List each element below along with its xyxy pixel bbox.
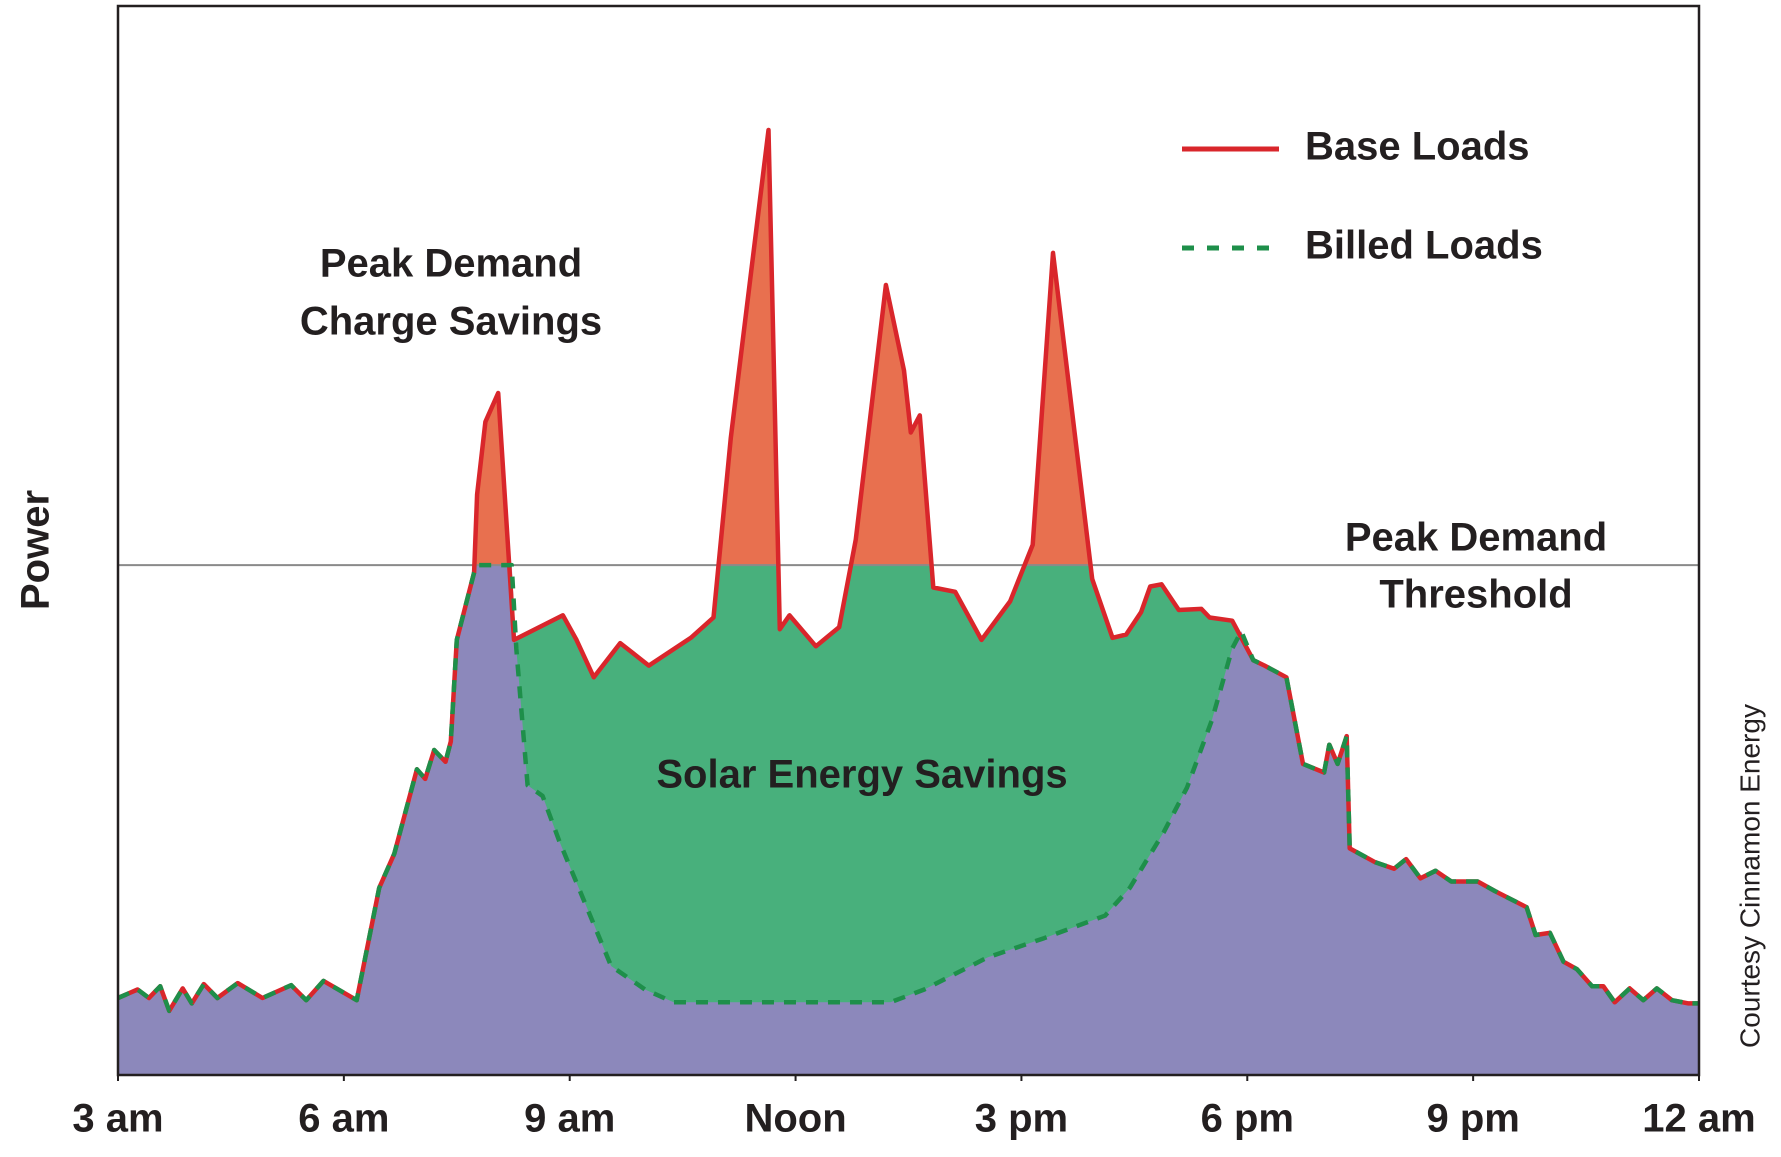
threshold-label: Peak Demand bbox=[1345, 516, 1607, 560]
annotation: Solar Energy Savings bbox=[656, 753, 1067, 797]
areas bbox=[118, 130, 1699, 1075]
x-tick-label: 12 am bbox=[1642, 1097, 1755, 1141]
x-tick-label: 9 pm bbox=[1426, 1097, 1519, 1141]
legend-label: Base Loads bbox=[1305, 125, 1530, 169]
x-tick-label: 3 am bbox=[72, 1097, 163, 1141]
plot-frame bbox=[116, 4, 1701, 1077]
x-tick-label: 3 pm bbox=[975, 1097, 1068, 1141]
x-tick-label: Noon bbox=[744, 1097, 846, 1141]
area-billed bbox=[118, 565, 1699, 1075]
lines bbox=[117, 127, 1699, 1014]
x-tick-label: 6 pm bbox=[1201, 1097, 1294, 1141]
x-tick-label: 6 am bbox=[298, 1097, 389, 1141]
threshold-label: Threshold bbox=[1379, 573, 1572, 617]
legend-label: Billed Loads bbox=[1305, 224, 1543, 268]
annotation: Charge Savings bbox=[300, 300, 602, 344]
credit: Courtesy Cinnamon Energy bbox=[1734, 704, 1765, 1048]
y-axis-label: Power bbox=[14, 490, 58, 610]
x-tick-label: 9 am bbox=[524, 1097, 615, 1141]
annotation: Peak Demand bbox=[320, 242, 582, 286]
